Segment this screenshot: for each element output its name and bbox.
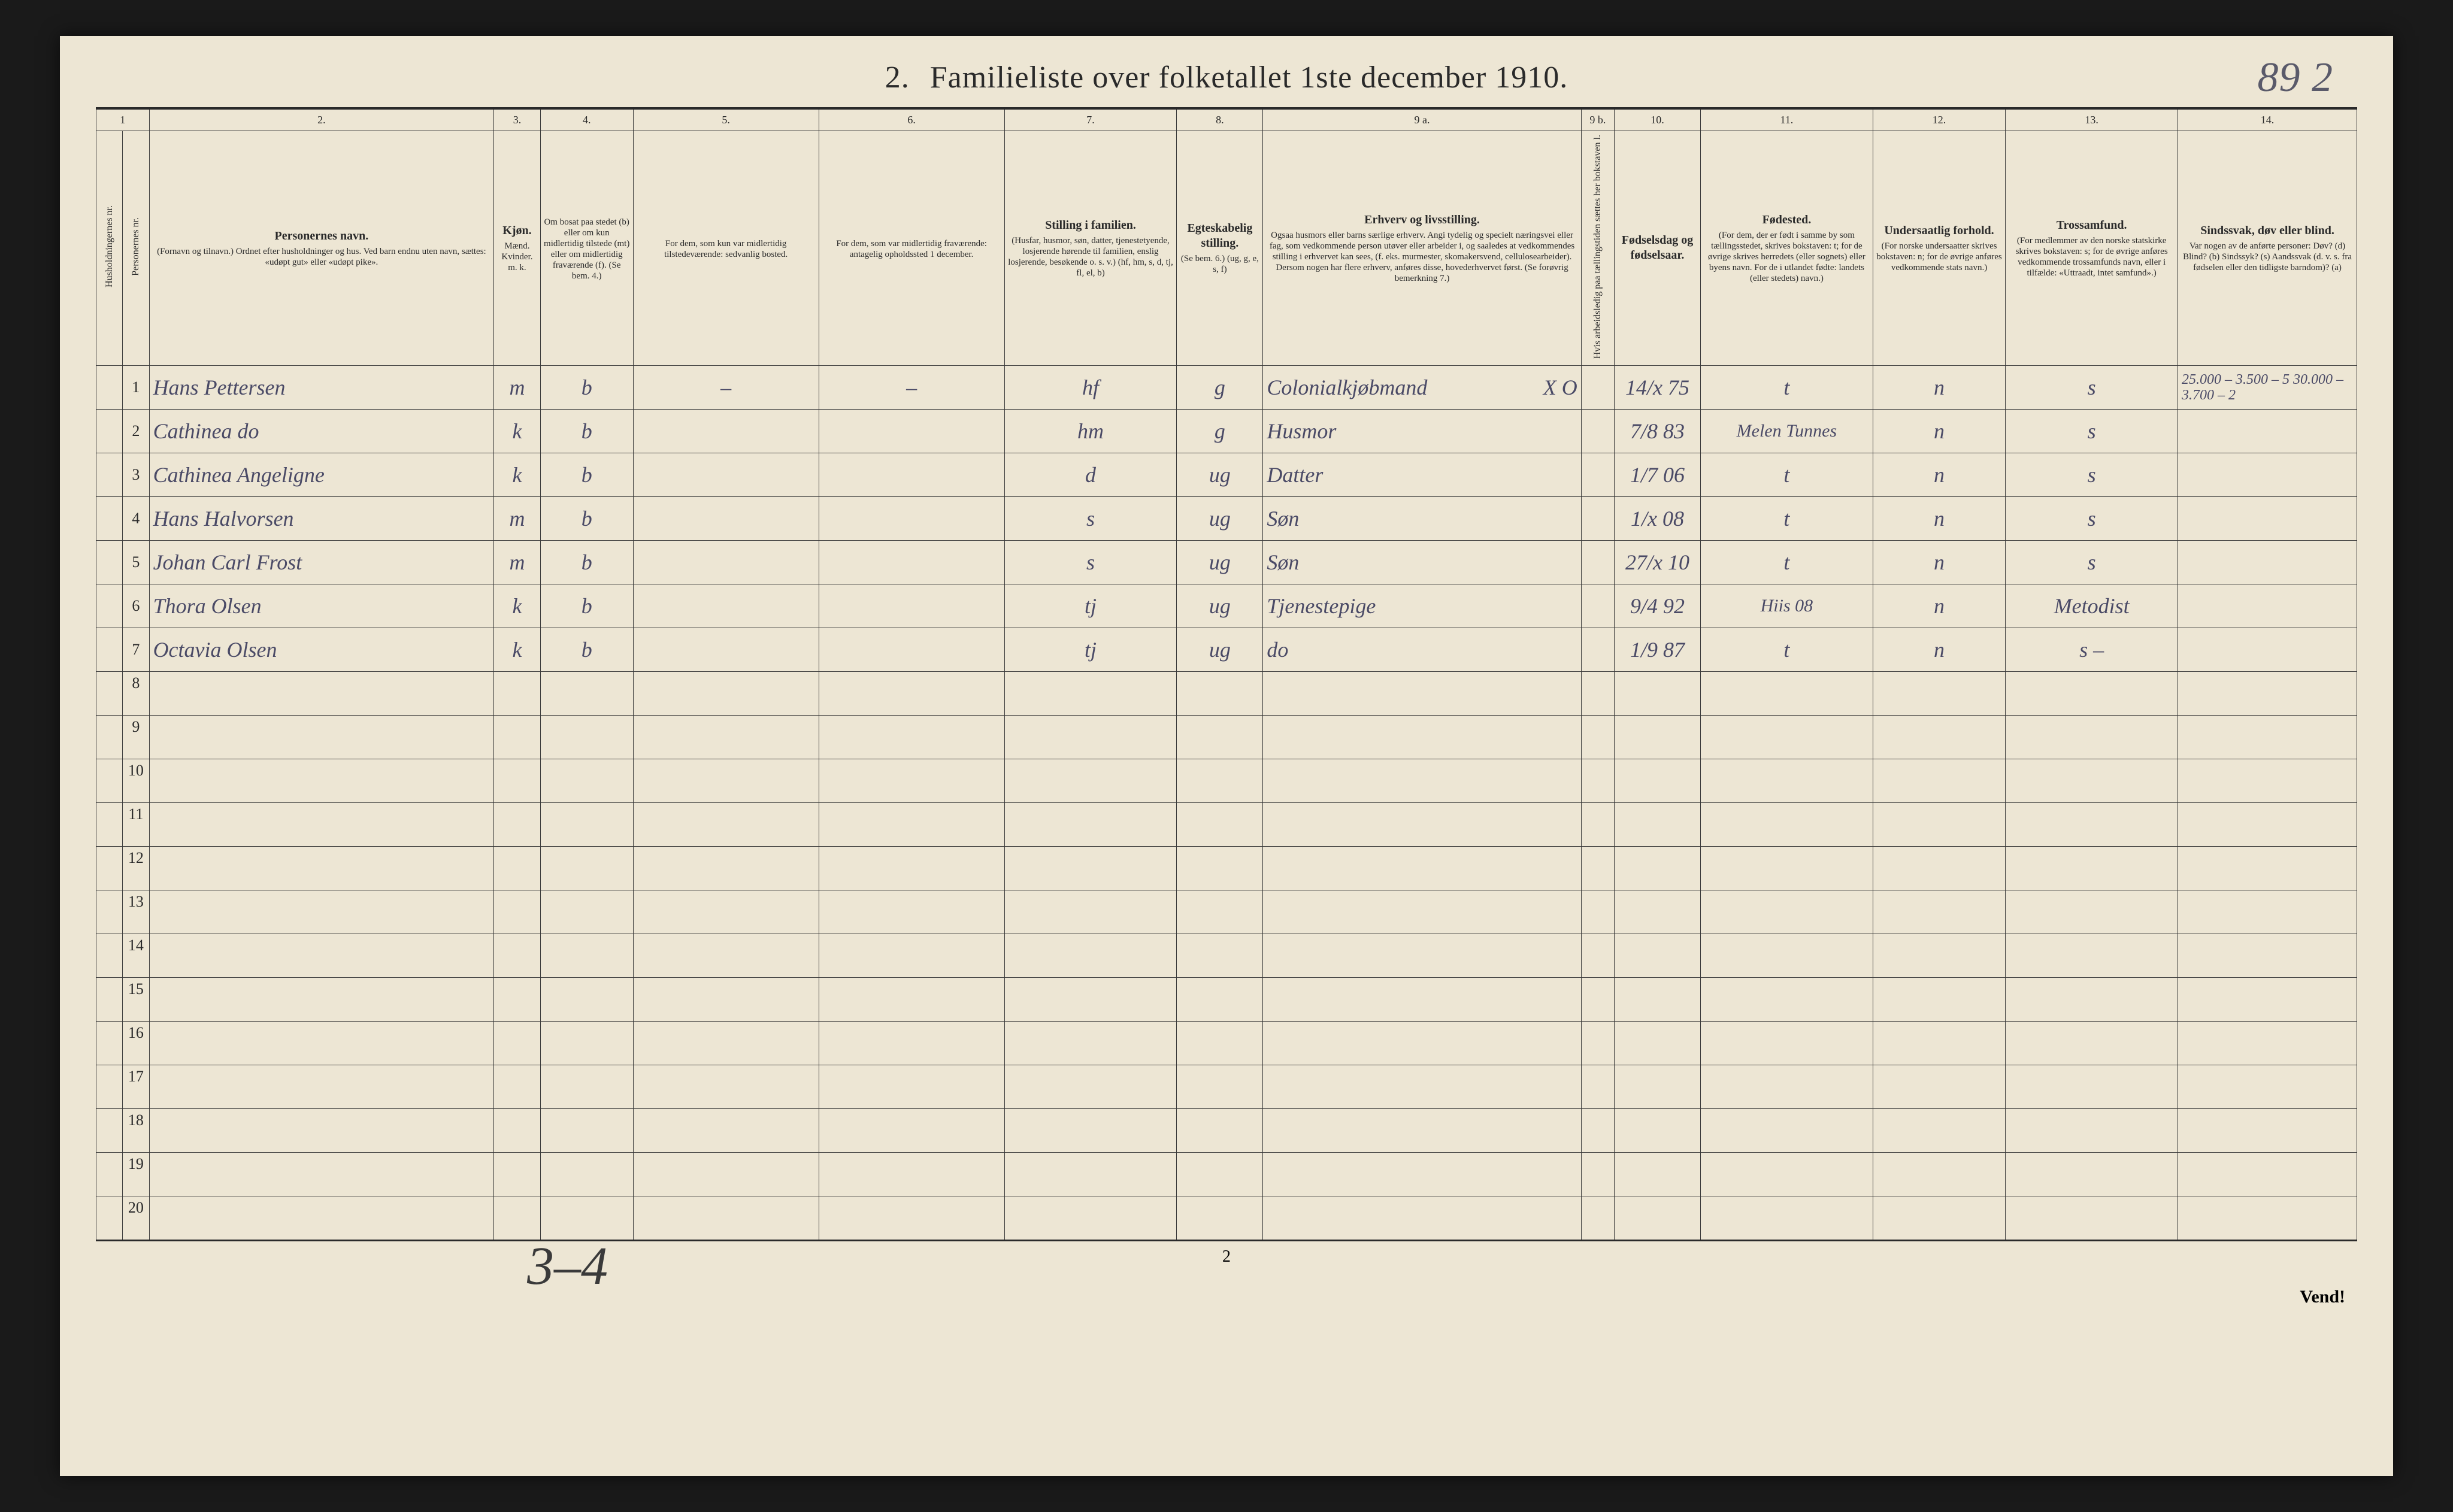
col-num: 14. (2178, 108, 2357, 131)
handwritten-top-right: 89 2 (2258, 54, 2334, 102)
table-row: 20 (96, 1196, 2357, 1241)
table-row: 5 Johan Carl Frost m b s ug Søn 27/x 10 … (96, 541, 2357, 584)
col-num: 11. (1700, 108, 1873, 131)
col-header-12: Undersaatlig forhold. (For norske unders… (1873, 131, 2005, 366)
residence: b (540, 366, 633, 410)
birthplace: t (1700, 366, 1873, 410)
person-nr: 7 (123, 628, 149, 672)
table-row: 14 (96, 934, 2357, 978)
c5: – (633, 366, 819, 410)
table-row: 9 (96, 716, 2357, 759)
paper-sheet: 2. Familieliste over folketallet 1ste de… (60, 36, 2393, 1476)
footer: 3–4 2 Vend! (96, 1241, 2357, 1313)
col-num: 8. (1177, 108, 1263, 131)
family-pos: hf (1004, 366, 1177, 410)
c6: – (819, 366, 1004, 410)
table-row: 19 (96, 1153, 2357, 1196)
col-num: 6. (819, 108, 1004, 131)
col-header-11: Fødested. (For dem, der er født i samme … (1700, 131, 1873, 366)
col-num: 3. (494, 108, 540, 131)
person-nr: 5 (123, 541, 149, 584)
page-wrap: 2. Familieliste over folketallet 1ste de… (0, 0, 2453, 1512)
c14: 25.000 – 3.500 – 5 30.000 – 3.700 – 2 (2178, 366, 2357, 410)
person-nr: 3 (123, 453, 149, 497)
table-row: 10 (96, 759, 2357, 803)
col-header-4: Om bosat paa stedet (b) eller om kun mid… (540, 131, 633, 366)
col-header-13: Trossamfund. (For medlemmer av den norsk… (2006, 131, 2178, 366)
table-row: 2 Cathinea do k b hm g Husmor 7/8 83 Mel… (96, 410, 2357, 453)
person-nr: 6 (123, 584, 149, 628)
col-header-9b: Hvis arbeidsledig paa tællingstiden sætt… (1581, 131, 1614, 366)
table-header: 1 2. 3. 4. 5. 6. 7. 8. 9 a. 9 b. 10. 11.… (96, 108, 2357, 366)
col-num: 1 (96, 108, 150, 131)
table-row: 6 Thora Olsen k b tj ug Tjenestepige 9/4… (96, 584, 2357, 628)
col-header-1b: Personernes nr. (123, 131, 149, 366)
col-header-14: Sindssvak, døv eller blind. Var nogen av… (2178, 131, 2357, 366)
title-text: Familieliste over folketallet 1ste decem… (930, 60, 1568, 95)
religion: s (2006, 366, 2178, 410)
person-nr: 1 (123, 366, 149, 410)
col-num: 9 b. (1581, 108, 1614, 131)
table-row: 16 (96, 1022, 2357, 1065)
col-header-3: Kjøn. Mænd. Kvinder. m. k. (494, 131, 540, 366)
col-header-7: Stilling i familien. (Husfar, husmor, sø… (1004, 131, 1177, 366)
empty-rows: 8 9 10 11 12 13 14 15 16 17 18 19 20 (96, 672, 2357, 1241)
handwritten-bottom-left: 3–4 (527, 1235, 608, 1297)
col-header-5: For dem, som kun var midlertidig tilsted… (633, 131, 819, 366)
col-header-9a: Erhverv og livsstilling. Ogsaa husmors e… (1263, 131, 1581, 366)
occupation: Colonialkjøbmand X O (1263, 366, 1581, 410)
sex: m (494, 366, 540, 410)
nationality: n (1873, 366, 2005, 410)
table-row: 17 (96, 1065, 2357, 1109)
person-name: Cathinea do (149, 410, 494, 453)
marital: g (1177, 366, 1263, 410)
person-nr: 4 (123, 497, 149, 541)
dob: 14/x 75 (1615, 366, 1701, 410)
col-num: 7. (1004, 108, 1177, 131)
table-row: 13 (96, 890, 2357, 934)
col-num: 4. (540, 108, 633, 131)
col-num: 12. (1873, 108, 2005, 131)
table-row: 8 (96, 672, 2357, 716)
col-header-2: Personernes navn. (Fornavn og tilnavn.) … (149, 131, 494, 366)
col-header-1a: Husholdningernes nr. (96, 131, 123, 366)
table-row: 1 Hans Pettersen m b – – hf g Colonialkj… (96, 366, 2357, 410)
col-num: 5. (633, 108, 819, 131)
document-title: 2. Familieliste over folketallet 1ste de… (96, 60, 2357, 95)
col-num: 13. (2006, 108, 2178, 131)
col-num: 9 a. (1263, 108, 1581, 131)
household-nr (96, 366, 123, 410)
table-row: 11 (96, 803, 2357, 847)
title-number: 2. (885, 60, 910, 95)
table-row: 15 (96, 978, 2357, 1022)
col-num: 2. (149, 108, 494, 131)
col-header-6: For dem, som var midlertidig fraværende:… (819, 131, 1004, 366)
table-row: 4 Hans Halvorsen m b s ug Søn 1/x 08 t n… (96, 497, 2357, 541)
c9b (1581, 366, 1614, 410)
person-name: Hans Pettersen (149, 366, 494, 410)
table-row: 12 (96, 847, 2357, 890)
person-nr: 2 (123, 410, 149, 453)
table-row: 3 Cathinea Angeligne k b d ug Datter 1/7… (96, 453, 2357, 497)
table-row: 7 Octavia Olsen k b tj ug do 1/9 87 t n … (96, 628, 2357, 672)
col-header-8: Egteskabelig stilling. (Se bem. 6.) (ug,… (1177, 131, 1263, 366)
census-table: 1 2. 3. 4. 5. 6. 7. 8. 9 a. 9 b. 10. 11.… (96, 107, 2357, 1241)
table-row: 18 (96, 1109, 2357, 1153)
data-rows: 1 Hans Pettersen m b – – hf g Colonialkj… (96, 366, 2357, 672)
page-number: 2 (1222, 1247, 1231, 1266)
vend-label: Vend! (2300, 1287, 2345, 1307)
col-header-10: Fødselsdag og fødselsaar. (1615, 131, 1701, 366)
col-num: 10. (1615, 108, 1701, 131)
